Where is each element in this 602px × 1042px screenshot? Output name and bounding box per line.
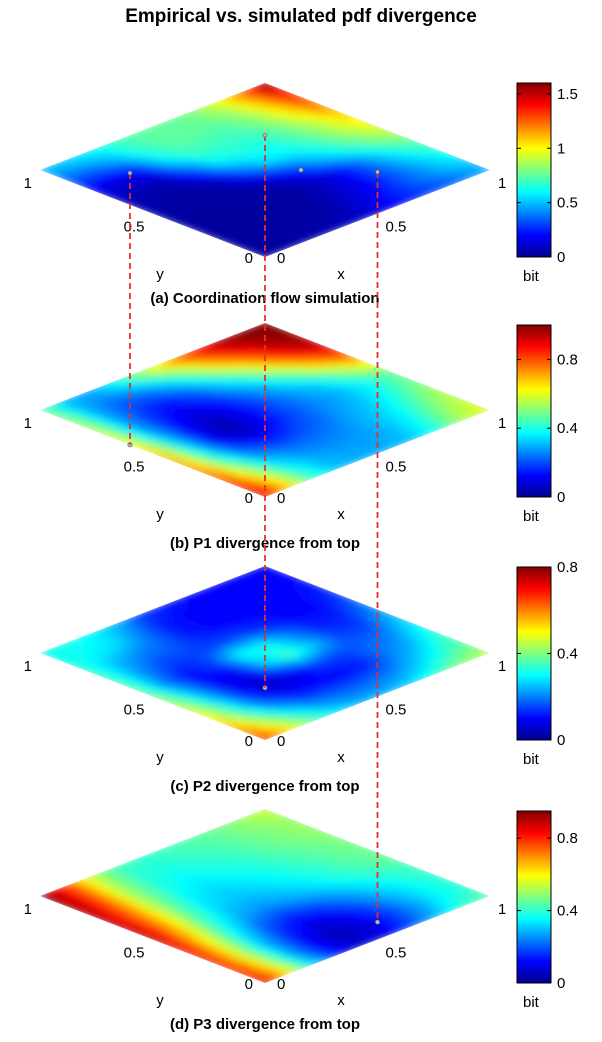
- y-axis-label: y: [156, 266, 164, 283]
- panel-a: 00.5100.51xy(a) Coordination flow simula…: [24, 81, 578, 307]
- y-tick-label: 0.5: [124, 702, 145, 719]
- panel-c: 00.5100.51xy(c) P2 divergence from top00…: [24, 559, 578, 795]
- y-tick-label: 0.5: [124, 945, 145, 962]
- colorbar-scale: [517, 83, 551, 257]
- colorbar-label: bit: [523, 994, 540, 1011]
- x-tick-label: 1: [498, 658, 506, 675]
- x-tick-label: 1: [498, 175, 506, 192]
- x-axis-label: x: [337, 266, 345, 283]
- y-tick-label: 1: [24, 658, 32, 675]
- colorbar-tick-label: 0.5: [557, 195, 578, 212]
- colorbar-tick-label: 0.8: [557, 351, 578, 368]
- colorbar-label: bit: [523, 751, 540, 768]
- y-tick-label: 0: [245, 733, 253, 750]
- y-tick-label: 0.5: [124, 459, 145, 476]
- x-axis-label: x: [337, 992, 345, 1009]
- y-tick-label: 0.5: [124, 219, 145, 236]
- colorbar-tick-label: 0: [557, 249, 565, 266]
- colorbar-label: bit: [523, 508, 540, 525]
- colorbar-tick-label: 1: [557, 140, 565, 157]
- colorbar: 0 0.4 0.8 bit: [517, 811, 578, 1011]
- y-tick-label: 1: [24, 415, 32, 432]
- figure-title: Empirical vs. simulated pdf divergence: [125, 6, 477, 27]
- colorbar: 0 0.5 1 1.5 bit: [517, 83, 578, 285]
- colorbar-scale: [517, 567, 551, 740]
- minimum-marker: [299, 168, 303, 172]
- x-tick-label: 0.5: [386, 702, 407, 719]
- y-tick-label: 1: [24, 901, 32, 918]
- x-tick-label: 0: [277, 976, 285, 993]
- colorbar-tick-label: 0.4: [557, 646, 578, 663]
- x-tick-label: 0: [277, 733, 285, 750]
- colorbar-tick-label: 0: [557, 732, 565, 749]
- colorbar-scale: [517, 325, 551, 497]
- colorbar: 0 0.4 0.8 bit: [517, 559, 578, 768]
- colorbar-tick-label: 0.8: [557, 830, 578, 847]
- connector-anchor: [376, 170, 380, 174]
- panel-d: 00.5100.51xy(d) P3 divergence from top00…: [24, 807, 578, 1033]
- colorbar-scale: [517, 811, 551, 983]
- x-tick-label: 1: [498, 901, 506, 918]
- panel-b: 00.5100.51xy(b) P1 divergence from top00…: [24, 321, 578, 552]
- x-tick-label: 1: [498, 415, 506, 432]
- colorbar-tick-label: 0.8: [557, 559, 578, 576]
- colorbar-label: bit: [523, 268, 540, 285]
- x-axis-label: x: [337, 749, 345, 766]
- y-axis-label: y: [156, 506, 164, 523]
- panel-caption: (d) P3 divergence from top: [170, 1016, 360, 1033]
- colorbar-tick-label: 1.5: [557, 86, 578, 103]
- y-tick-label: 1: [24, 175, 32, 192]
- connector-anchor: [263, 133, 267, 137]
- panel-caption: (c) P2 divergence from top: [170, 778, 359, 795]
- colorbar-tick-label: 0: [557, 489, 565, 506]
- heatmap-surface: [36, 807, 495, 984]
- y-tick-label: 0: [245, 976, 253, 993]
- x-tick-label: 0: [277, 490, 285, 507]
- y-axis-label: y: [156, 749, 164, 766]
- colorbar-tick-label: 0.4: [557, 903, 578, 920]
- y-axis-label: y: [156, 992, 164, 1009]
- connector-anchor: [128, 171, 132, 175]
- x-tick-label: 0.5: [386, 219, 407, 236]
- x-tick-label: 0: [277, 250, 285, 267]
- x-axis-label: x: [337, 506, 345, 523]
- colorbar-tick-label: 0.4: [557, 420, 578, 437]
- x-tick-label: 0.5: [386, 945, 407, 962]
- colorbar-tick-label: 0: [557, 975, 565, 992]
- y-tick-label: 0: [245, 490, 253, 507]
- y-tick-label: 0: [245, 250, 253, 267]
- colorbar: 0 0.4 0.8 bit: [517, 325, 578, 525]
- x-tick-label: 0.5: [386, 459, 407, 476]
